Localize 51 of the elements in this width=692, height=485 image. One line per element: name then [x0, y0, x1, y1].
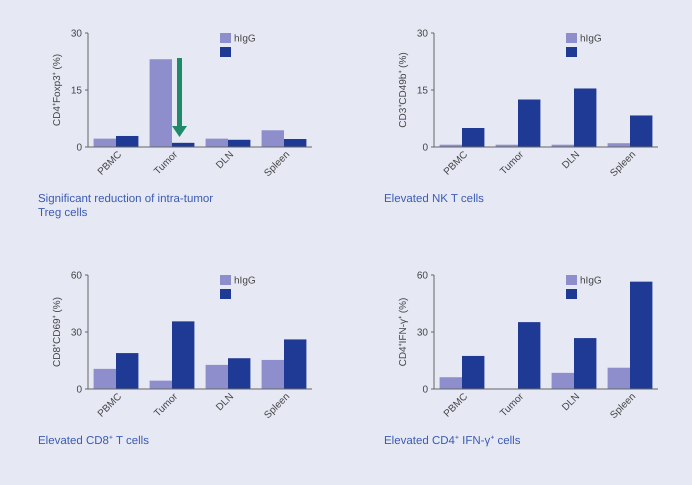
text: Elevated CD8⁺ T cells	[38, 435, 150, 447]
bar	[462, 356, 484, 389]
y-axis-title: CD8⁺CD69⁺ (%)	[52, 297, 63, 367]
text: Significant reduction of intra-tumor Treg cells	[38, 193, 214, 219]
y-tick-label: 30	[416, 328, 428, 338]
y-tick-label: 0	[422, 142, 428, 154]
bar	[172, 321, 194, 389]
bar	[440, 377, 462, 389]
bar	[630, 282, 652, 389]
legend-label: hIgG	[234, 34, 256, 44]
legend-label: hIgG	[580, 34, 602, 44]
legend-label: hIgG	[234, 276, 256, 286]
text: Elevated CD4⁺ IFN-γ⁺ cells	[384, 435, 521, 447]
bar	[284, 139, 306, 147]
bar	[150, 59, 172, 147]
y-tick-label: 30	[70, 28, 82, 40]
y-tick-label: 15	[416, 86, 428, 96]
bar	[94, 368, 116, 389]
y-tick-label: 30	[70, 328, 82, 338]
bar	[284, 339, 306, 389]
bar	[518, 100, 540, 147]
bar	[150, 380, 172, 389]
y-tick-label: 30	[416, 28, 428, 40]
bar	[630, 115, 652, 147]
bar	[518, 322, 540, 389]
bar	[574, 338, 596, 389]
bar	[206, 364, 228, 389]
bar	[116, 353, 138, 389]
bar	[552, 372, 574, 389]
legend-label: hIgG	[580, 276, 602, 286]
bar	[574, 88, 596, 147]
text: Elevated NK T cells	[384, 193, 484, 205]
y-axis-title: CD3⁺CD49b⁺ (%)	[398, 52, 409, 128]
bar	[608, 143, 630, 147]
y-tick-label: 60	[416, 270, 428, 282]
bar	[206, 138, 228, 147]
bar	[94, 138, 116, 147]
bar	[262, 130, 284, 147]
y-tick-label: 0	[76, 142, 82, 154]
y-tick-label: 0	[76, 384, 82, 396]
bar	[116, 136, 138, 147]
y-tick-label: 15	[70, 86, 82, 96]
bar	[228, 140, 250, 147]
bar	[462, 128, 484, 147]
y-tick-label: 60	[70, 270, 82, 282]
y-axis-title: CD4⁺IFN-γ⁺ (%)	[398, 298, 409, 366]
bar	[228, 358, 250, 389]
y-tick-label: 0	[422, 384, 428, 396]
bar	[608, 368, 630, 389]
bar	[262, 360, 284, 389]
y-axis-title: CD4⁺Foxp3⁺ (%)	[52, 54, 63, 126]
